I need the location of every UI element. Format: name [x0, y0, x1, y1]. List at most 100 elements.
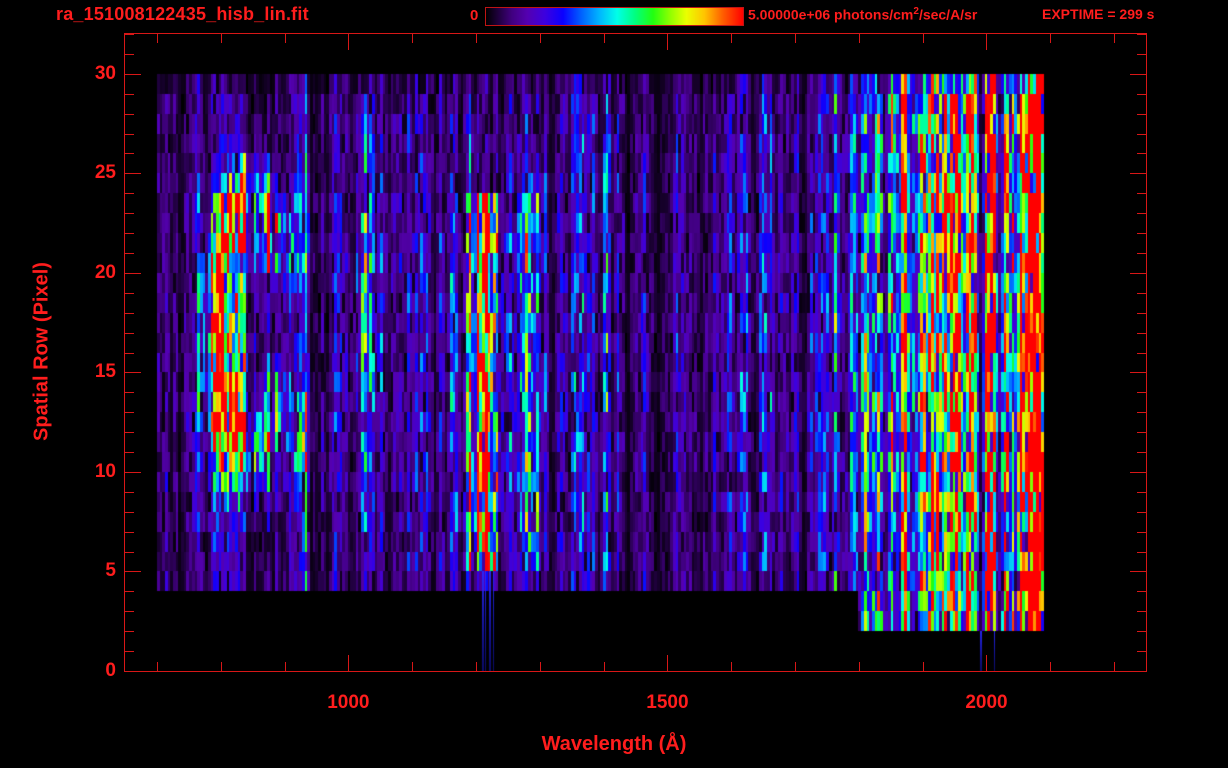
y-minor-tick [1137, 392, 1146, 393]
y-minor-tick [1137, 532, 1146, 533]
exptime-label: EXPTIME = 299 s [1042, 6, 1155, 22]
y-major-tick [1130, 571, 1146, 572]
y-major-tick [125, 472, 141, 473]
y-minor-tick [125, 631, 134, 632]
x-tick-label: 1500 [646, 692, 689, 713]
plot-frame [124, 33, 1147, 672]
y-minor-tick [1137, 134, 1146, 135]
y-minor-tick [1137, 512, 1146, 513]
y-minor-tick [125, 94, 134, 95]
y-major-tick [125, 671, 141, 672]
y-minor-tick [125, 492, 134, 493]
y-minor-tick [125, 432, 134, 433]
y-major-tick [1130, 472, 1146, 473]
x-major-tick [667, 34, 668, 50]
y-minor-tick [1137, 34, 1146, 35]
x-minor-tick [157, 662, 158, 671]
y-minor-tick [125, 233, 134, 234]
y-minor-tick [1137, 333, 1146, 334]
y-major-tick [125, 74, 141, 75]
spectrogram-image [125, 34, 1146, 671]
x-minor-tick [859, 34, 860, 43]
y-minor-tick [1137, 233, 1146, 234]
y-minor-tick [1137, 611, 1146, 612]
y-minor-tick [125, 651, 134, 652]
y-tick-label: 0 [105, 660, 116, 681]
y-minor-tick [125, 34, 134, 35]
y-minor-tick [125, 392, 134, 393]
x-minor-tick [1114, 34, 1115, 43]
y-minor-tick [1137, 193, 1146, 194]
y-minor-tick [125, 213, 134, 214]
y-minor-tick [125, 353, 134, 354]
x-major-tick [986, 34, 987, 50]
y-minor-tick [125, 452, 134, 453]
x-minor-tick [285, 662, 286, 671]
y-minor-tick [1137, 253, 1146, 254]
y-minor-tick [125, 611, 134, 612]
y-tick-label: 25 [94, 162, 116, 184]
y-tick-label: 15 [94, 361, 116, 383]
y-major-tick [1130, 372, 1146, 373]
x-major-tick [986, 655, 987, 671]
y-minor-tick [1137, 293, 1146, 294]
y-tick-label: 20 [94, 261, 116, 283]
x-minor-tick [923, 662, 924, 671]
x-minor-tick [476, 662, 477, 671]
x-minor-tick [731, 34, 732, 43]
x-minor-tick [1114, 662, 1115, 671]
y-minor-tick [1137, 153, 1146, 154]
y-minor-tick [125, 293, 134, 294]
x-minor-tick [731, 662, 732, 671]
colorbar-max-label: 5.00000e+06 photons/cm2/sec/A/sr [748, 6, 977, 23]
colorbar-min-label: 0 [470, 7, 479, 24]
y-minor-tick [1137, 213, 1146, 214]
x-minor-tick [1050, 662, 1051, 671]
figure-title: ra_151008122435_hisb_lin.fit [56, 4, 309, 24]
y-tick-label: 30 [94, 62, 116, 84]
x-tick-label: 1000 [327, 692, 370, 713]
y-minor-tick [1137, 313, 1146, 314]
colorbar-units-prefix: 5.00000e+06 photons/cm [748, 6, 914, 23]
x-minor-tick [604, 662, 605, 671]
y-minor-tick [125, 313, 134, 314]
y-major-tick [125, 273, 141, 274]
x-minor-tick [476, 34, 477, 43]
y-minor-tick [125, 253, 134, 254]
y-minor-tick [125, 134, 134, 135]
x-minor-tick [795, 34, 796, 43]
y-major-tick [125, 173, 141, 174]
y-tick-label: 10 [94, 460, 116, 482]
x-major-tick [348, 34, 349, 50]
x-minor-tick [923, 34, 924, 43]
y-major-tick [125, 372, 141, 373]
y-major-tick [125, 571, 141, 572]
y-minor-tick [1137, 353, 1146, 354]
y-major-tick [1130, 173, 1146, 174]
y-minor-tick [1137, 651, 1146, 652]
x-minor-tick [540, 662, 541, 671]
x-minor-tick [1050, 34, 1051, 43]
y-minor-tick [1137, 552, 1146, 553]
colorbar-units-exponent: 2 [913, 6, 919, 17]
y-minor-tick [1137, 94, 1146, 95]
y-minor-tick [125, 333, 134, 334]
x-minor-tick [221, 662, 222, 671]
y-minor-tick [125, 552, 134, 553]
y-major-tick [1130, 74, 1146, 75]
y-minor-tick [1137, 54, 1146, 55]
y-minor-tick [1137, 452, 1146, 453]
y-minor-tick [125, 412, 134, 413]
x-tick-label: 2000 [965, 692, 1008, 713]
colorbar-units-suffix: /sec/A/sr [918, 6, 978, 23]
x-minor-tick [412, 34, 413, 43]
y-minor-tick [125, 114, 134, 115]
y-minor-tick [125, 54, 134, 55]
y-minor-tick [1137, 412, 1146, 413]
colorbar-gradient [486, 8, 743, 25]
x-minor-tick [221, 34, 222, 43]
colorbar [485, 7, 744, 26]
y-minor-tick [125, 193, 134, 194]
y-minor-tick [1137, 432, 1146, 433]
